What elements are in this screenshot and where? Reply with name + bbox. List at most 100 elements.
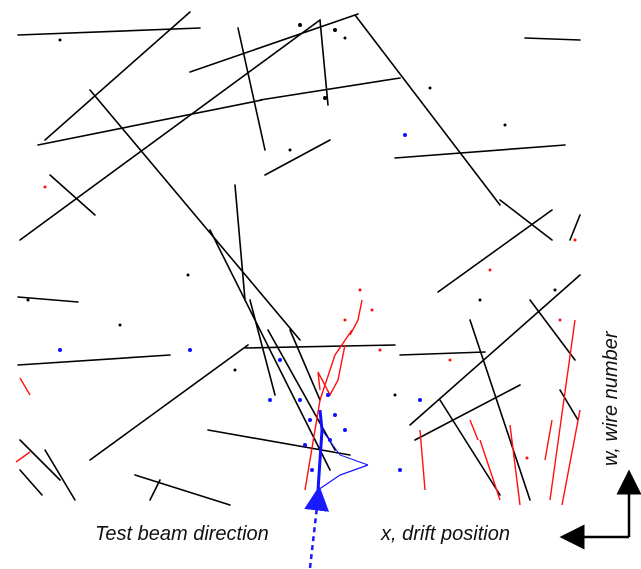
red-track bbox=[479, 439, 501, 501]
track bbox=[134, 474, 231, 506]
track bbox=[19, 469, 43, 496]
track bbox=[37, 99, 263, 146]
hit bbox=[233, 368, 237, 372]
track bbox=[149, 479, 161, 501]
beam-particle-hits bbox=[58, 133, 422, 491]
track bbox=[89, 89, 301, 341]
beam-direction-label: Test beam direction bbox=[95, 523, 269, 545]
hit bbox=[326, 393, 330, 397]
hit bbox=[288, 148, 292, 152]
red-track bbox=[15, 451, 31, 463]
red-dots bbox=[43, 185, 577, 460]
beam-particle-track bbox=[316, 409, 324, 491]
hit bbox=[488, 268, 492, 272]
hit bbox=[393, 393, 397, 397]
track bbox=[319, 19, 329, 106]
hit bbox=[333, 413, 337, 417]
hit bbox=[268, 398, 272, 402]
track bbox=[249, 299, 276, 396]
red-track bbox=[304, 329, 353, 491]
hit bbox=[323, 96, 327, 100]
hit bbox=[503, 123, 507, 127]
track bbox=[289, 329, 321, 401]
black-hits bbox=[26, 23, 557, 397]
red-track bbox=[561, 409, 581, 506]
hit bbox=[43, 185, 47, 189]
track bbox=[17, 296, 79, 303]
hit bbox=[378, 348, 382, 352]
hit bbox=[26, 298, 30, 302]
track bbox=[469, 319, 531, 501]
track bbox=[437, 209, 553, 293]
red-track bbox=[509, 424, 521, 506]
hit bbox=[403, 133, 407, 137]
track bbox=[207, 429, 351, 456]
hit bbox=[328, 438, 332, 442]
hit bbox=[418, 398, 422, 402]
hit bbox=[478, 298, 482, 302]
x-axis-label: x, drift position bbox=[381, 523, 510, 545]
beam-particle-track bbox=[321, 429, 369, 466]
track bbox=[264, 139, 331, 176]
track bbox=[569, 214, 581, 241]
track bbox=[17, 27, 201, 36]
dashed-beam-arrow-icon bbox=[304, 485, 329, 569]
track bbox=[44, 11, 191, 141]
track bbox=[89, 344, 249, 461]
hit bbox=[310, 468, 314, 472]
red-secondary-hits bbox=[15, 299, 581, 506]
track bbox=[399, 351, 486, 356]
hit bbox=[333, 28, 337, 32]
w-axis-label: w, wire number bbox=[600, 331, 622, 467]
track bbox=[409, 274, 581, 426]
track bbox=[44, 449, 76, 501]
track bbox=[259, 77, 401, 101]
black-tracks bbox=[17, 11, 581, 506]
track bbox=[529, 299, 576, 361]
hit bbox=[303, 443, 307, 447]
hit bbox=[343, 428, 347, 432]
beam-particle-track bbox=[317, 464, 369, 491]
hit bbox=[118, 323, 122, 327]
hit bbox=[358, 288, 362, 292]
red-track bbox=[469, 419, 479, 441]
hit bbox=[298, 23, 302, 27]
hit bbox=[308, 418, 312, 422]
hit bbox=[278, 358, 282, 362]
red-track bbox=[349, 299, 363, 336]
track bbox=[244, 344, 396, 349]
hit bbox=[343, 36, 347, 40]
track bbox=[19, 19, 321, 241]
track bbox=[189, 13, 359, 73]
hit bbox=[558, 318, 562, 322]
red-track bbox=[317, 344, 346, 397]
red-track bbox=[19, 377, 31, 396]
hit bbox=[58, 38, 62, 42]
hit bbox=[553, 288, 557, 292]
hit bbox=[186, 273, 190, 277]
hit bbox=[525, 456, 529, 460]
hit bbox=[428, 86, 432, 90]
track bbox=[49, 174, 96, 216]
track bbox=[559, 389, 579, 421]
red-track bbox=[419, 429, 426, 491]
track bbox=[524, 37, 581, 41]
track bbox=[17, 354, 171, 366]
axis-arrows bbox=[559, 469, 641, 550]
track bbox=[394, 144, 566, 159]
hit bbox=[573, 238, 577, 242]
track bbox=[354, 14, 501, 206]
red-track bbox=[549, 319, 576, 501]
track bbox=[414, 384, 521, 441]
track bbox=[234, 184, 246, 301]
track bbox=[209, 229, 331, 471]
hit bbox=[448, 358, 452, 362]
hit bbox=[298, 398, 302, 402]
hit bbox=[343, 318, 347, 322]
hit bbox=[58, 348, 62, 352]
hit bbox=[398, 468, 402, 472]
track bbox=[267, 329, 336, 451]
track bbox=[19, 439, 61, 481]
track bbox=[439, 399, 501, 496]
